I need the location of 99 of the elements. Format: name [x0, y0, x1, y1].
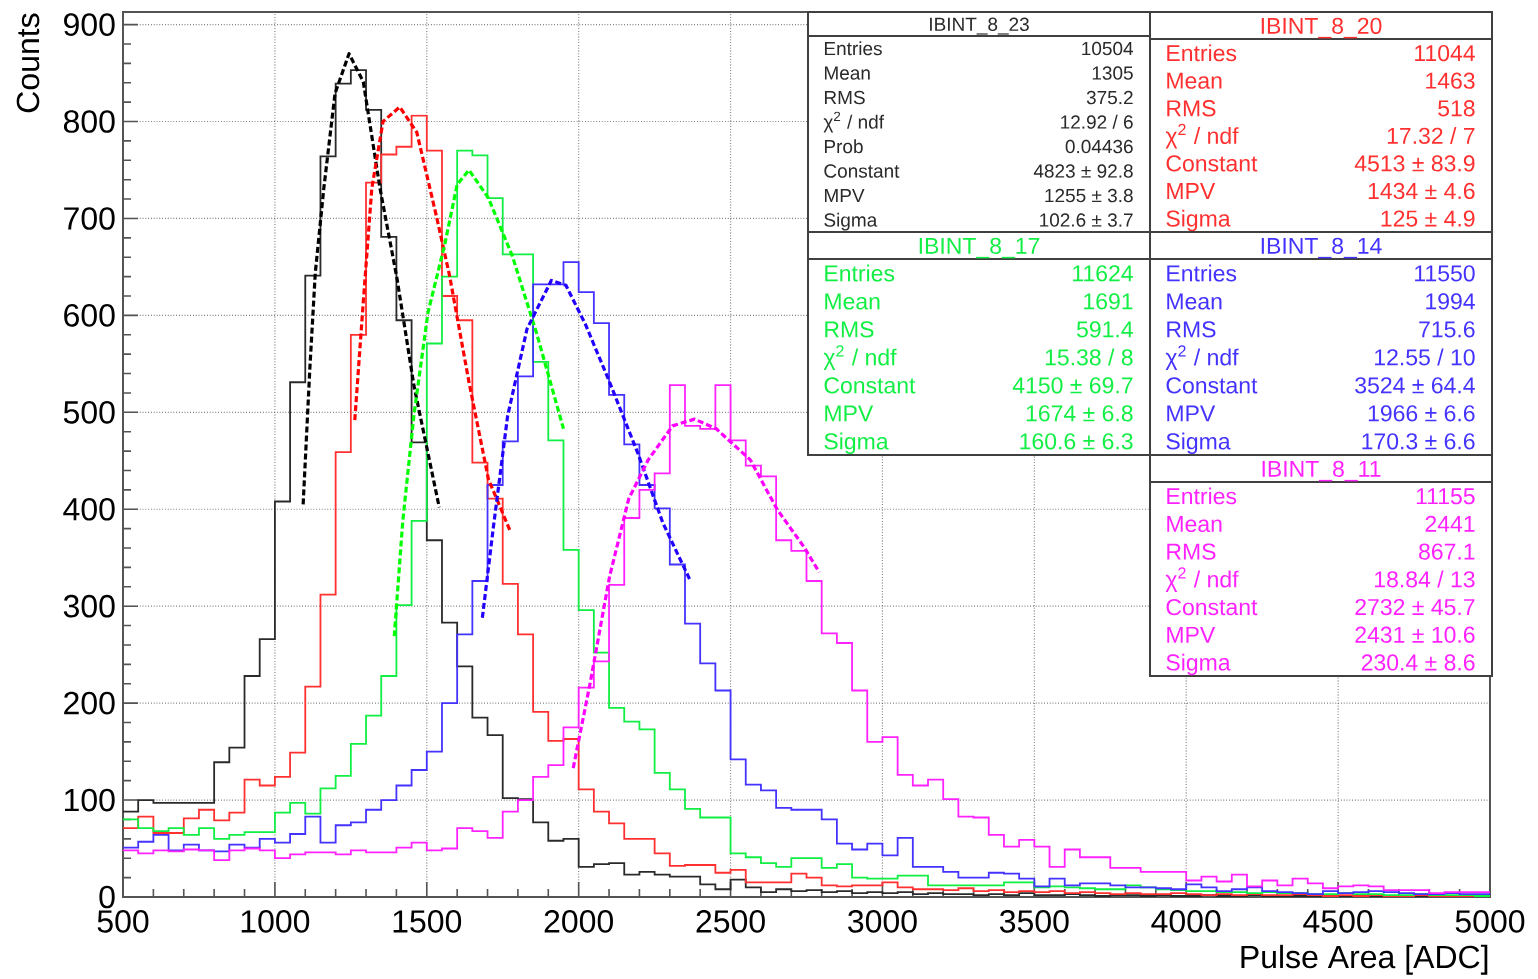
annotation: Entries — [1167, 44, 1237, 62]
annotation: 591.4 — [1076, 321, 1133, 338]
annotation: 2431 ± 10.6 — [1355, 626, 1475, 643]
y-tick-label: 0 — [99, 885, 115, 909]
annotation: 1994 — [1426, 293, 1475, 310]
text: IBINT_8_23 — [930, 17, 1029, 35]
text: IBINT_8_17 — [919, 237, 1040, 259]
annotation: χ$^{2}$ / ndf — [823, 345, 897, 371]
annotation: Mean — [1167, 516, 1222, 533]
y-tick-label: 400 — [63, 497, 115, 521]
annotation: Constant — [1166, 598, 1258, 616]
annotation: 4150 ± 69.7 — [1012, 377, 1133, 394]
annotation: 518 — [1438, 100, 1475, 117]
annotation: 4513 ± 83.9 — [1354, 155, 1475, 172]
annotation: Entries — [825, 264, 895, 282]
y-axis-title: Counts — [16, 13, 40, 113]
annotation: Constant — [824, 377, 916, 394]
annotation: Sigma — [1166, 653, 1231, 676]
annotation: 12.55 / 10 — [1375, 348, 1475, 366]
annotation: 1966 ± 6.6 — [1368, 405, 1475, 422]
annotation: 867.1 — [1419, 543, 1475, 560]
x-tick-label: 2500 — [696, 910, 765, 933]
text: IBINT_8_14 — [1261, 237, 1382, 259]
annotation: 2441 — [1425, 515, 1475, 532]
annotation: MPV — [1167, 405, 1216, 422]
annotation: χ$^{2}$ / ndf — [1165, 567, 1239, 593]
annotation: MPV — [825, 405, 874, 422]
x-tick-label: 4500 — [1303, 910, 1373, 933]
annotation: MPV — [1167, 626, 1216, 643]
y-tick-label: 100 — [65, 788, 115, 812]
annotation: Constant — [1166, 377, 1258, 394]
x-tick-label: 3500 — [999, 910, 1069, 933]
annotation: 3524 ± 64.4 — [1355, 377, 1475, 394]
annotation: RMS — [1167, 321, 1216, 338]
x-tick-label: 4000 — [1151, 910, 1221, 933]
annotation: RMS — [824, 90, 865, 105]
annotation: Mean — [825, 293, 880, 310]
annotation: χ$^{2}$ / ndf — [1165, 345, 1239, 371]
annotation: Sigma — [1166, 209, 1231, 232]
annotation: Prob — [824, 139, 863, 154]
x-tick-label: 500 — [97, 910, 149, 933]
y-tick-label: 600 — [64, 304, 115, 327]
annotation: 11155 — [1416, 488, 1475, 505]
annotation: Sigma — [1166, 432, 1231, 455]
x-axis-title: Pulse Area [ADC] — [1241, 944, 1488, 975]
annotation: 4823 ± 92.8 — [1033, 164, 1133, 178]
y-tick-label: 900 — [64, 13, 115, 36]
annotation: 12.92 / 6 — [1061, 114, 1133, 129]
annotation: MPV — [824, 189, 865, 203]
annotation: 375.2 — [1086, 90, 1133, 105]
annotation: 160.6 ± 6.3 — [1020, 433, 1133, 450]
annotation: 1434 ± 4.6 — [1368, 182, 1475, 200]
annotation: RMS — [1167, 100, 1216, 117]
x-tick-label: 1000 — [241, 910, 310, 933]
annotation: 1463 — [1426, 72, 1475, 89]
annotation: 11044 — [1415, 44, 1475, 62]
annotation: 11624 — [1073, 265, 1133, 282]
annotation: 715.6 — [1419, 321, 1475, 338]
annotation: 2732 ± 45.7 — [1355, 598, 1475, 616]
x-tick-label: 1500 — [393, 910, 462, 933]
annotation: 1674 ± 6.8 — [1026, 405, 1133, 422]
annotation: Sigma — [824, 212, 878, 231]
annotation: Mean — [1167, 293, 1222, 310]
text: IBINT_8_20 — [1261, 17, 1382, 39]
y-tick-label: 200 — [64, 691, 115, 715]
y-tick-label: 500 — [63, 401, 115, 424]
annotation: 10504 — [1082, 41, 1134, 56]
annotation: 125 ± 4.9 — [1381, 210, 1475, 227]
annotation: Sigma — [824, 432, 889, 455]
annotation: 0.04436 — [1065, 139, 1133, 154]
annotation: 15.38 / 8 — [1045, 348, 1133, 366]
annotation: Mean — [824, 66, 870, 80]
annotation: 18.84 / 13 — [1375, 570, 1475, 588]
x-tick-label: 2000 — [544, 910, 613, 933]
annotation: 11550 — [1415, 265, 1475, 282]
annotation: 17.32 / 7 — [1387, 127, 1475, 144]
annotation: χ$^{2}$ / ndf — [1165, 123, 1239, 149]
annotation: Mean — [1167, 72, 1222, 89]
annotation: χ$^{2}$ / ndf — [823, 111, 885, 133]
annotation: RMS — [825, 321, 874, 338]
y-tick-label: 700 — [64, 207, 115, 230]
annotation: Entries — [1167, 487, 1237, 505]
annotation: Entries — [1167, 264, 1237, 282]
annotation: 230.4 ± 8.6 — [1361, 654, 1475, 671]
annotation: 102.6 ± 3.7 — [1040, 213, 1133, 227]
x-tick-label: 3000 — [848, 910, 917, 933]
x-tick-label: 5000 — [1455, 910, 1525, 933]
annotation: 1691 — [1084, 293, 1133, 310]
y-tick-label: 800 — [63, 110, 115, 133]
annotation: Entries — [824, 41, 882, 56]
annotation: Constant — [1166, 155, 1258, 172]
annotation: Constant — [824, 164, 900, 178]
annotation: MPV — [1167, 183, 1216, 199]
annotation: 170.3 ± 6.6 — [1362, 433, 1475, 450]
annotation: RMS — [1167, 543, 1216, 560]
annotation: 1305 — [1092, 66, 1133, 80]
y-tick-label: 300 — [63, 594, 115, 618]
text: IBINT_8_11 — [1262, 460, 1381, 482]
annotation: 1255 ± 3.8 — [1045, 188, 1133, 203]
